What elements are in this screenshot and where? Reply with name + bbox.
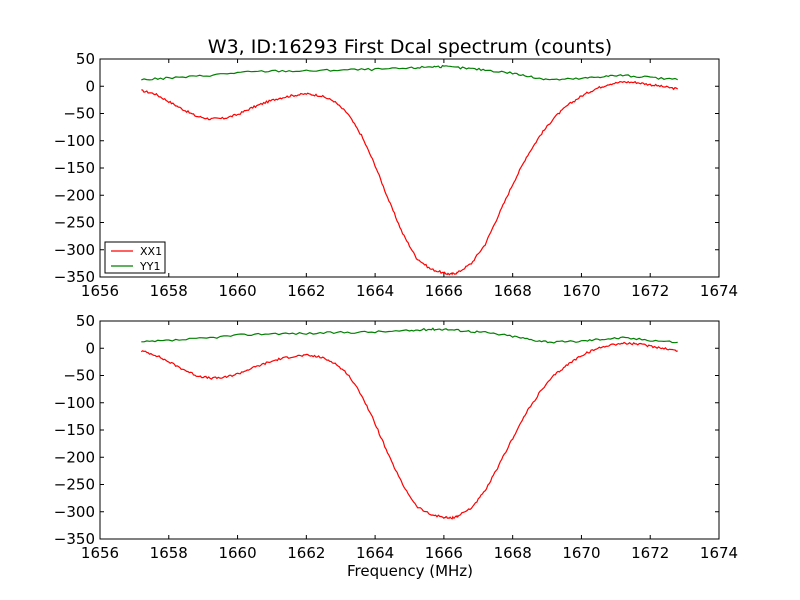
series-line-series-0: [140, 341, 678, 520]
x-tick-label: 1664: [356, 544, 394, 562]
y-tick-label: −350: [54, 268, 95, 286]
x-tick-label: 1668: [494, 544, 532, 562]
y-tick-label: 0: [85, 339, 95, 357]
legend-box: [104, 241, 166, 274]
bottom-subplot: 1656 1658 1660 1662 1664 1666 1668 1670 1672 1674…: [54, 312, 738, 562]
y-tick-label: −150: [54, 159, 95, 177]
series-line-series-1: [141, 327, 678, 344]
x-tick-label: 1656: [81, 544, 119, 562]
x-tick-label: 1670: [562, 544, 600, 562]
y-tick-label: 50: [76, 312, 95, 330]
y-tick-label: −200: [54, 186, 95, 204]
axes-frame: [99, 320, 720, 540]
y-tick-label: −300: [54, 503, 95, 521]
y-tick-label: −100: [54, 132, 95, 150]
y-tick-label: 50: [76, 50, 95, 68]
x-tick-label: 1662: [287, 282, 325, 300]
x-tick-label: 1658: [150, 282, 188, 300]
x-axis-label: Frequency (MHz): [347, 562, 473, 580]
x-tick-label: 1658: [150, 544, 188, 562]
series-line-yy1: [141, 64, 678, 81]
y-tick-label: −250: [54, 214, 95, 232]
x-tick-label: 1666: [425, 282, 463, 300]
y-tick-label: −150: [54, 421, 95, 439]
y-tick-label: −100: [54, 394, 95, 412]
legend-label: YY1: [139, 260, 160, 273]
x-tick-label: 1674: [700, 544, 738, 562]
legend-label: XX1: [140, 245, 162, 258]
y-tick-label: −50: [63, 367, 95, 385]
x-tick-label: 1664: [356, 282, 394, 300]
figure-title: W3, ID:16293 First Dcal spectrum (counts…: [208, 36, 612, 58]
x-tick-label: 1666: [425, 544, 463, 562]
y-tick-label: −50: [63, 105, 95, 123]
x-tick-label: 1674: [700, 282, 738, 300]
x-tick-label: 1656: [81, 282, 119, 300]
x-tick-label: 1668: [494, 282, 532, 300]
x-tick-label: 1660: [218, 282, 256, 300]
y-tick-label: −200: [54, 448, 95, 466]
x-tick-label: 1672: [631, 544, 669, 562]
x-tick-label: 1672: [631, 282, 669, 300]
y-tick-label: −250: [54, 476, 95, 494]
series-line-xx1: [141, 80, 679, 276]
top-subplot: 1656 1658 1660 1662 1664 1666 1668 1670 1672 1674…: [54, 50, 738, 300]
y-tick-label: 0: [85, 77, 95, 95]
x-tick-label: 1662: [287, 544, 325, 562]
axes-frame: [99, 58, 720, 278]
x-tick-label: 1660: [218, 544, 256, 562]
x-tick-label: 1670: [562, 282, 600, 300]
y-tick-label: −350: [54, 530, 95, 548]
y-tick-label: −300: [54, 241, 95, 259]
